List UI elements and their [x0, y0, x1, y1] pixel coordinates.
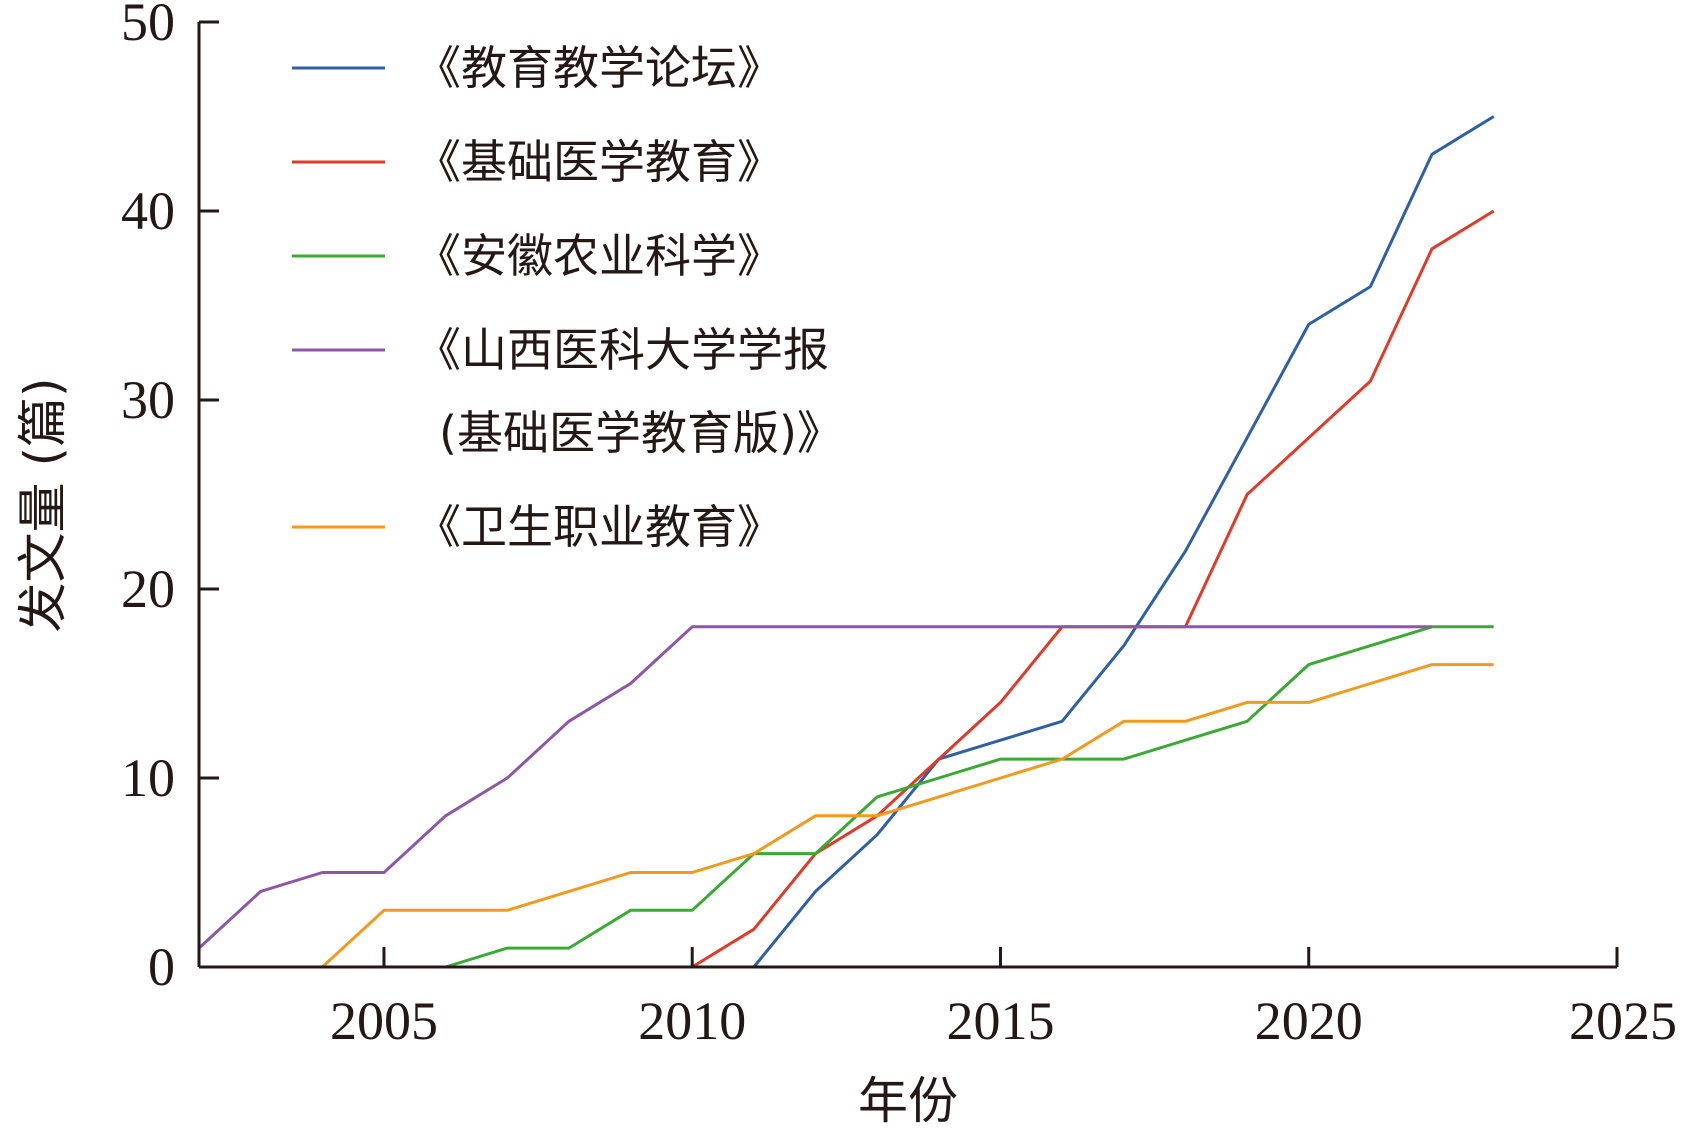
x-axis-ticks: 2005 2010 2015 2020 2025 [330, 947, 1677, 1051]
series-line-5 [321, 663, 1494, 969]
series-line-3 [445, 625, 1494, 969]
y-tick-label-20: 20 [121, 559, 175, 619]
x-tick-label-2020: 2020 [1255, 991, 1363, 1051]
axes [197, 22, 1617, 969]
series-line-4 [197, 625, 1432, 950]
x-axis-title: 年份 [858, 1072, 958, 1129]
series-line-1 [199, 115, 1495, 969]
y-tick-label-40: 40 [121, 181, 175, 241]
legend-label-5: 《卫生职业教育》 [415, 500, 783, 554]
y-tick-label-10: 10 [121, 748, 175, 808]
legend-label-1: 《教育教学论坛》 [415, 41, 783, 95]
y-axis-title: 发文量 (篇) [14, 378, 72, 633]
y-axis-ticks: 0 10 20 30 40 50 [121, 0, 219, 997]
x-tick-label-2025: 2025 [1569, 991, 1677, 1051]
x-tick-label-2005: 2005 [330, 991, 438, 1051]
legend-label-3: 《安徽农业科学》 [415, 229, 783, 283]
series-group [197, 115, 1495, 969]
y-tick-label-0: 0 [148, 937, 175, 997]
legend: 《教育教学论坛》《基础医学教育》《安徽农业科学》《山西医科大学学报 (基础医学教育… [292, 41, 843, 554]
y-tick-label-30: 30 [121, 370, 175, 430]
legend-label-4-line-2: (基础医学教育版)》 [439, 406, 843, 460]
legend-label-4-line-1: 《山西医科大学学报 [415, 323, 829, 377]
legend-label-2: 《基础医学教育》 [415, 135, 783, 189]
y-tick-label-50: 50 [121, 0, 175, 52]
x-tick-label-2015: 2015 [946, 991, 1054, 1051]
x-tick-label-2010: 2010 [638, 991, 746, 1051]
